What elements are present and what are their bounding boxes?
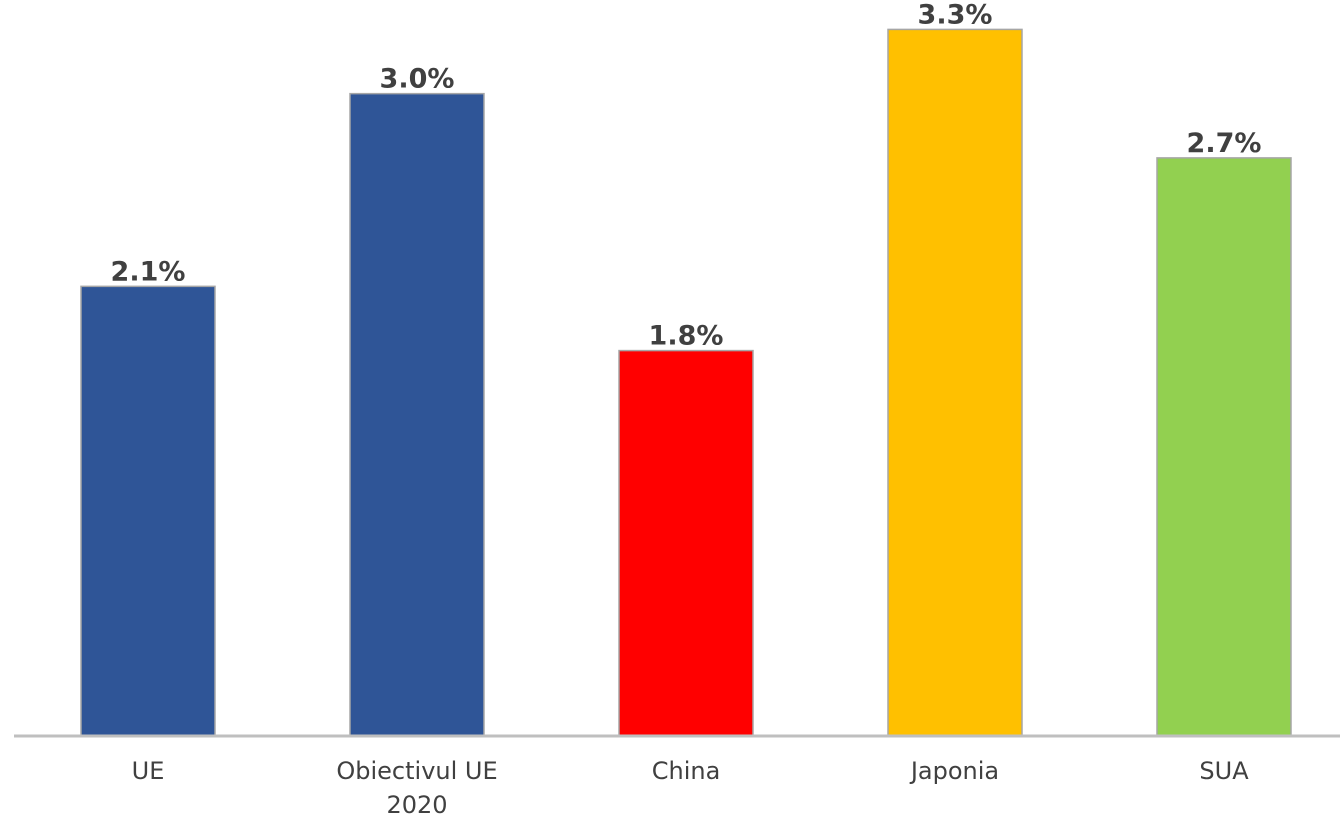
bar-0 bbox=[80, 285, 216, 737]
category-label-0: UE bbox=[132, 757, 165, 785]
category-label-line: Obiectivul UE bbox=[336, 757, 497, 785]
category-label-line: SUA bbox=[1199, 757, 1249, 785]
value-label-3: 3.3% bbox=[918, 0, 993, 30]
bar-2 bbox=[618, 349, 754, 737]
category-labels-layer: UE Obiectivul UE 2020 China Japonia SUA bbox=[132, 757, 1250, 817]
value-label-1: 3.0% bbox=[380, 64, 455, 95]
category-label-2: China bbox=[652, 757, 721, 785]
value-labels-layer: 2.1% 3.0% 1.8% 3.3% 2.7% bbox=[111, 0, 1262, 352]
category-label-line: China bbox=[652, 757, 721, 785]
bars-layer bbox=[80, 28, 1292, 737]
category-label-line: Japonia bbox=[909, 757, 999, 785]
value-label-4: 2.7% bbox=[1187, 128, 1262, 159]
category-label-3: Japonia bbox=[909, 757, 999, 785]
value-label-2: 1.8% bbox=[649, 321, 724, 352]
value-label-0: 2.1% bbox=[111, 256, 186, 287]
category-label-line: UE bbox=[132, 757, 165, 785]
category-label-4: SUA bbox=[1199, 757, 1249, 785]
bar-1 bbox=[349, 92, 485, 737]
bar-4 bbox=[1156, 157, 1292, 737]
bar-3 bbox=[887, 28, 1023, 737]
category-label-1: Obiectivul UE 2020 bbox=[336, 757, 497, 817]
category-label-line: 2020 bbox=[386, 791, 447, 817]
